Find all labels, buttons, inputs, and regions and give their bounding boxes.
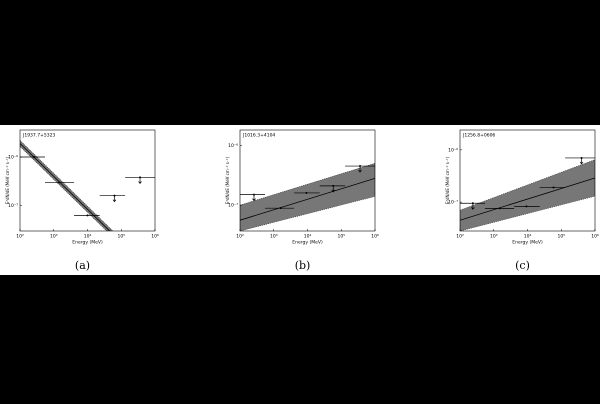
x-tick-label: 10⁴ xyxy=(304,234,312,240)
y-tick-label: 10⁻⁶ xyxy=(8,155,18,161)
x-tick-label: 10² xyxy=(16,234,24,240)
data-point xyxy=(33,156,36,159)
model-band xyxy=(20,139,114,231)
plot-area xyxy=(20,139,114,231)
model-band xyxy=(240,162,375,231)
x-tick-label: 10³ xyxy=(50,234,58,240)
data-point xyxy=(498,207,501,210)
x-tick-label: 10⁴ xyxy=(524,234,532,240)
x-tick-label: 10⁵ xyxy=(117,234,125,240)
model-line xyxy=(240,177,375,221)
plot-area xyxy=(460,159,595,231)
source-name: J1937.7+5323 xyxy=(22,133,55,139)
data-point xyxy=(86,214,89,217)
x-tick-label: 10⁶ xyxy=(591,234,599,240)
x-tick-label: 10² xyxy=(456,234,464,240)
source-name: J1016.3+4104 xyxy=(242,133,275,139)
model-line xyxy=(460,177,595,221)
x-tick-label: 10⁵ xyxy=(557,234,565,240)
y-axis-label: E²dN/dE (MeV cm⁻² s⁻¹) xyxy=(225,156,230,204)
data-point xyxy=(279,207,282,210)
data-point xyxy=(525,205,528,208)
upper-limit-arrow xyxy=(331,185,336,193)
x-axis-label: Energy (MeV) xyxy=(512,240,543,246)
model-line xyxy=(20,143,111,231)
source-name: J1256.8+0606 xyxy=(462,133,495,139)
upper-limit-arrow xyxy=(252,194,256,202)
y-tick-label: 10⁻⁷ xyxy=(228,203,238,209)
upper-limit-arrow xyxy=(471,203,475,210)
panel-caption: (b) xyxy=(295,259,311,272)
x-tick-label: 10⁶ xyxy=(151,234,159,240)
y-axis-label: E²dN/dE (MeV cm⁻² s⁻¹) xyxy=(445,156,450,204)
data-point xyxy=(552,186,555,189)
x-axis-label: Energy (MeV) xyxy=(292,240,323,246)
x-tick-label: 10⁶ xyxy=(371,234,379,240)
y-tick-label: 10⁻⁶ xyxy=(448,147,458,153)
panel-caption: (c) xyxy=(515,259,530,272)
x-tick-label: 10³ xyxy=(490,234,498,240)
panel-caption: (a) xyxy=(75,259,90,272)
y-tick-label: 10⁻⁶ xyxy=(228,143,238,149)
y-axis-label: E²dN/dE (MeV cm⁻² s⁻¹) xyxy=(5,156,10,204)
x-tick-label: 10⁵ xyxy=(337,234,345,240)
x-tick-label: 10³ xyxy=(270,234,278,240)
upper-limit-arrow xyxy=(112,195,117,203)
model-band xyxy=(460,159,595,231)
x-tick-label: 10⁴ xyxy=(84,234,92,240)
upper-limit-arrow xyxy=(579,157,584,165)
plot-area xyxy=(240,162,375,231)
data-point xyxy=(305,191,308,194)
y-tick-label: 10⁻⁷ xyxy=(448,200,458,206)
x-tick-label: 10² xyxy=(236,234,244,240)
y-tick-label: 10⁻⁷ xyxy=(8,203,18,209)
data-point xyxy=(58,181,61,184)
x-axis-label: Energy (MeV) xyxy=(72,240,103,246)
upper-limit-arrow xyxy=(358,166,362,173)
upper-limit-arrow xyxy=(138,177,142,185)
